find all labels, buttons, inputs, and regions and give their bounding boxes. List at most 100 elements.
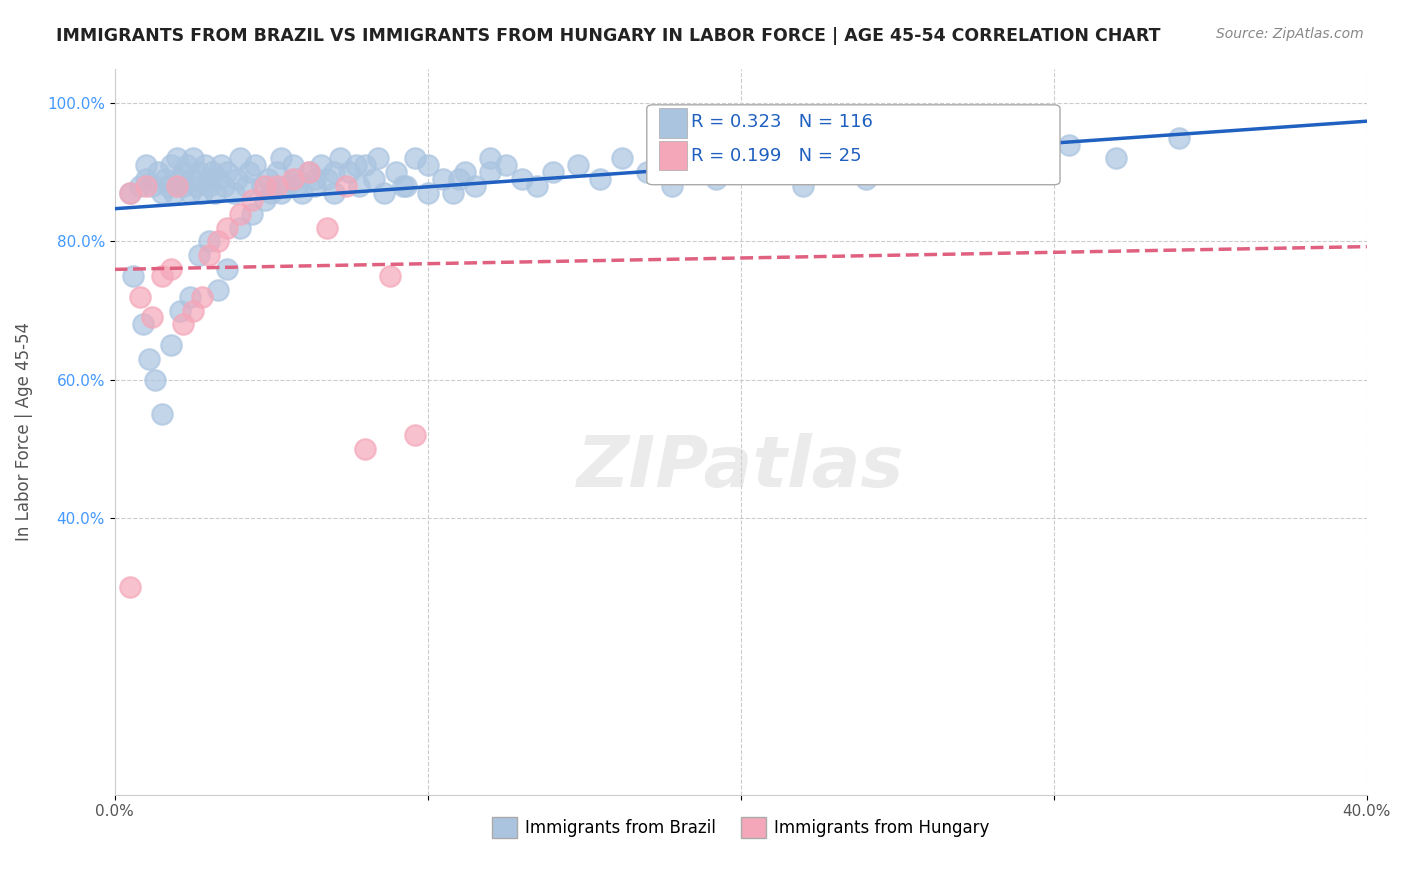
Point <box>1168 130 1191 145</box>
Point <box>385 165 408 179</box>
Point <box>253 179 276 194</box>
Point <box>172 165 194 179</box>
Point <box>354 158 377 172</box>
Point <box>181 303 204 318</box>
Point <box>238 165 260 179</box>
Point <box>329 152 352 166</box>
Point <box>281 172 304 186</box>
Point <box>304 179 326 194</box>
Point <box>135 172 157 186</box>
Point <box>479 165 502 179</box>
Point <box>276 179 298 194</box>
Point <box>207 172 229 186</box>
Point <box>344 158 367 172</box>
Point <box>207 235 229 249</box>
Point <box>229 152 252 166</box>
Point <box>222 186 245 200</box>
Point <box>197 235 219 249</box>
Point <box>610 152 633 166</box>
Point <box>179 290 201 304</box>
Point <box>432 172 454 186</box>
Point <box>160 338 183 352</box>
Point <box>391 179 413 194</box>
Point <box>1105 152 1128 166</box>
Point <box>197 179 219 194</box>
Point <box>197 248 219 262</box>
Point <box>322 165 344 179</box>
Point <box>309 158 332 172</box>
Point <box>204 186 226 200</box>
Point <box>316 220 339 235</box>
Point <box>197 172 219 186</box>
Point <box>378 268 401 283</box>
Point <box>148 165 170 179</box>
Point <box>160 262 183 277</box>
Point <box>636 165 658 179</box>
Y-axis label: In Labor Force | Age 45-54: In Labor Force | Age 45-54 <box>15 322 32 541</box>
Point <box>229 207 252 221</box>
Point <box>166 179 188 194</box>
Point <box>285 179 308 194</box>
Point <box>217 220 239 235</box>
Point <box>207 283 229 297</box>
Point <box>257 172 280 186</box>
Point <box>188 165 211 179</box>
Point <box>824 158 846 172</box>
Point <box>339 165 361 179</box>
Point <box>682 158 704 172</box>
Point <box>153 172 176 186</box>
Point <box>138 351 160 366</box>
Point <box>240 207 263 221</box>
Point <box>510 172 533 186</box>
Point <box>240 193 263 207</box>
Point <box>526 179 548 194</box>
Point <box>188 248 211 262</box>
Point <box>298 165 321 179</box>
Point <box>373 186 395 200</box>
Point <box>792 179 814 194</box>
Point <box>169 172 191 186</box>
Point <box>141 310 163 325</box>
Point <box>541 165 564 179</box>
Text: ZIPatlas: ZIPatlas <box>576 434 904 502</box>
Point <box>304 172 326 186</box>
Point <box>235 179 257 194</box>
Text: Source: ZipAtlas.com: Source: ZipAtlas.com <box>1216 27 1364 41</box>
Point <box>132 318 155 332</box>
Point <box>1011 158 1033 172</box>
Point <box>229 220 252 235</box>
Point <box>464 179 486 194</box>
Point <box>191 186 214 200</box>
Point <box>120 186 142 200</box>
Point <box>661 179 683 194</box>
Point <box>322 186 344 200</box>
Point <box>416 158 439 172</box>
Point <box>567 158 589 172</box>
Point <box>160 158 183 172</box>
Point <box>404 152 426 166</box>
Point <box>589 172 612 186</box>
Point <box>181 152 204 166</box>
Point <box>166 152 188 166</box>
Point <box>120 580 142 594</box>
Point <box>367 152 389 166</box>
Point <box>949 165 972 179</box>
Point <box>217 165 239 179</box>
FancyBboxPatch shape <box>647 105 1060 185</box>
Point <box>454 165 477 179</box>
Point <box>363 172 385 186</box>
Bar <box>659 141 688 170</box>
Point <box>172 179 194 194</box>
Point <box>404 428 426 442</box>
Point <box>120 186 142 200</box>
Point <box>704 172 727 186</box>
Legend: Immigrants from Brazil, Immigrants from Hungary: Immigrants from Brazil, Immigrants from … <box>485 811 997 845</box>
Point <box>730 152 752 166</box>
Point <box>176 158 198 172</box>
Point <box>980 145 1002 159</box>
Point <box>135 158 157 172</box>
Point <box>886 152 908 166</box>
Point <box>250 179 273 194</box>
Point <box>156 179 179 194</box>
Point <box>201 165 224 179</box>
